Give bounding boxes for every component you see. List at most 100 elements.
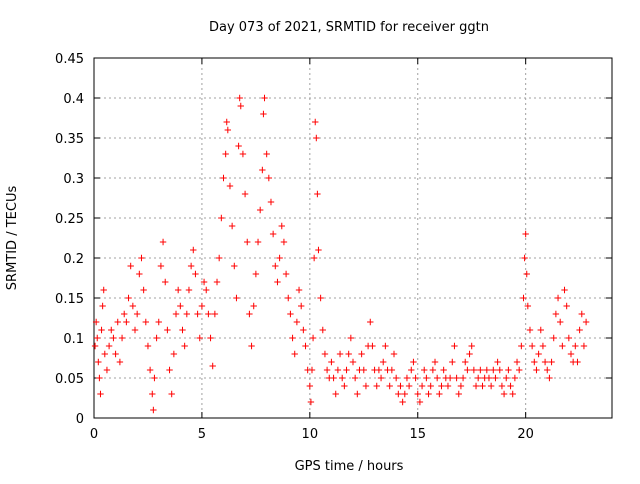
data-point [347, 334, 355, 342]
x-tick-label: 15 [409, 427, 426, 442]
data-point [528, 342, 536, 350]
data-point [153, 334, 160, 342]
data-point [164, 326, 171, 334]
data-point [236, 94, 243, 102]
data-point [513, 358, 521, 366]
y-axis-label: SRMTID / TECUs [5, 186, 20, 291]
data-point [339, 374, 346, 382]
data-point [414, 390, 421, 398]
y-tick-label: 0.45 [55, 52, 84, 67]
data-point [155, 318, 162, 326]
data-point [162, 278, 169, 286]
data-point [196, 334, 203, 342]
data-point [233, 294, 240, 302]
data-point [151, 374, 158, 382]
data-point [561, 286, 568, 294]
data-point [427, 382, 434, 390]
data-point [474, 374, 482, 382]
data-point [96, 374, 103, 382]
data-point [274, 278, 281, 286]
data-point [523, 270, 530, 278]
data-point [380, 358, 387, 366]
data-point [459, 374, 467, 382]
data-point [423, 374, 430, 382]
data-point [336, 350, 344, 358]
y-tick-label: 0.3 [63, 172, 84, 187]
data-point [433, 374, 441, 382]
data-point [343, 366, 350, 374]
data-point [539, 342, 547, 350]
data-point [308, 366, 316, 374]
data-point [369, 342, 376, 350]
data-point [269, 230, 277, 238]
data-point [541, 358, 549, 366]
data-point [505, 366, 512, 374]
data-point [205, 310, 212, 318]
data-point [220, 174, 227, 182]
data-point [576, 326, 583, 334]
data-point [399, 398, 406, 406]
data-point [259, 166, 266, 174]
x-axis-label: GPS time / hours [295, 459, 404, 474]
data-point [313, 134, 320, 142]
data-point [172, 310, 180, 318]
data-point [436, 390, 443, 398]
data-point [185, 286, 193, 294]
data-point [328, 358, 335, 366]
x-axis-tick-labels: 0 5 10 15 20 [90, 427, 534, 442]
data-point [431, 358, 439, 366]
data-point [263, 150, 270, 158]
data-point [403, 374, 411, 382]
data-point [207, 334, 214, 342]
data-point [567, 350, 575, 358]
data-point [315, 246, 322, 254]
data-point [438, 382, 445, 390]
data-point [552, 310, 560, 318]
data-point [200, 278, 208, 286]
data-point [231, 262, 238, 270]
data-point [386, 382, 393, 390]
data-point [490, 366, 497, 374]
y-tick-label: 0.2 [63, 252, 84, 267]
data-point [260, 110, 267, 118]
data-point [267, 198, 275, 206]
data-point [181, 342, 188, 350]
data-point [397, 382, 404, 390]
data-point [252, 270, 260, 278]
data-point [92, 318, 100, 326]
data-point [100, 286, 107, 294]
data-point [237, 102, 244, 110]
data-point [112, 350, 119, 358]
data-point [511, 374, 519, 382]
data-point [224, 126, 232, 134]
data-point [425, 390, 432, 398]
data-point [166, 366, 173, 374]
data-point [485, 374, 493, 382]
data-point [114, 318, 121, 326]
data-point [127, 262, 134, 270]
data-point [295, 286, 303, 294]
data-point [548, 358, 555, 366]
data-point [533, 366, 540, 374]
data-point [319, 326, 326, 334]
data-point [455, 390, 462, 398]
data-point [388, 366, 396, 374]
data-point [446, 374, 454, 382]
data-point [293, 318, 301, 326]
data-point [177, 302, 184, 310]
data-point [323, 366, 331, 374]
data-point [468, 342, 475, 350]
data-point [144, 342, 152, 350]
data-point [99, 302, 106, 310]
data-point [416, 398, 424, 406]
x-tick-label: 20 [517, 427, 534, 442]
axis-ticks [93, 57, 612, 419]
data-point [444, 382, 452, 390]
data-point [410, 358, 417, 366]
data-point [451, 342, 458, 350]
data-point [265, 174, 273, 182]
data-point [464, 366, 471, 374]
data-point [392, 374, 400, 382]
data-point [125, 294, 132, 302]
y-tick-label: 0.05 [55, 372, 84, 387]
